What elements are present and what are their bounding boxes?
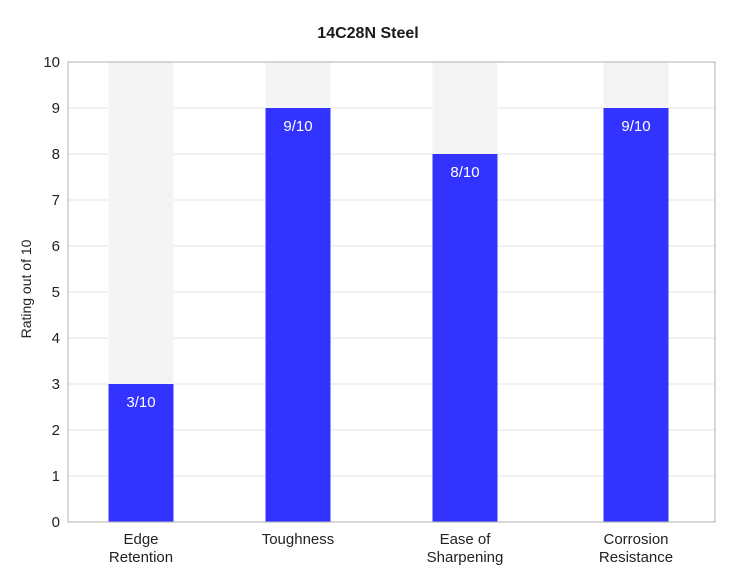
bar — [265, 108, 331, 522]
x-tick-label: Edge Retention — [109, 531, 173, 566]
x-tick-label: Toughness — [262, 531, 335, 548]
y-tick-label: 5 — [52, 284, 60, 301]
data-label: 8/10 — [450, 164, 479, 181]
y-tick-label: 2 — [52, 422, 60, 439]
data-label: 3/10 — [126, 394, 155, 411]
y-tick-label: 3 — [52, 376, 60, 393]
y-tick-label: 7 — [52, 192, 60, 209]
y-tick-label: 8 — [52, 146, 60, 163]
x-tick-label: Ease of Sharpening — [427, 531, 504, 566]
bar — [603, 108, 669, 522]
y-tick-label: 0 — [52, 514, 60, 531]
data-label: 9/10 — [283, 118, 312, 135]
chart-title: 14C28N Steel — [317, 25, 418, 42]
y-tick-label: 6 — [52, 238, 60, 255]
plot-frame — [67, 61, 716, 523]
data-labels: 3/10 9/10 8/10 9/10 — [126, 118, 650, 411]
y-tick-label: 9 — [52, 100, 60, 117]
bars — [108, 108, 669, 522]
data-label: 9/10 — [621, 118, 650, 135]
y-tick-label: 1 — [52, 468, 60, 485]
y-tick-labels: 0 1 2 3 4 5 6 7 8 9 10 — [43, 54, 60, 531]
x-tick-label: Corrosion Resistance — [599, 531, 673, 566]
bar — [432, 154, 498, 522]
y-axis-label: Rating out of 10 — [18, 239, 34, 338]
bar — [108, 384, 174, 522]
y-tick-label: 4 — [52, 330, 60, 347]
x-tick-labels: Edge Retention Toughness Ease of Sharpening C… — [109, 531, 673, 566]
y-tick-label: 10 — [43, 54, 60, 71]
